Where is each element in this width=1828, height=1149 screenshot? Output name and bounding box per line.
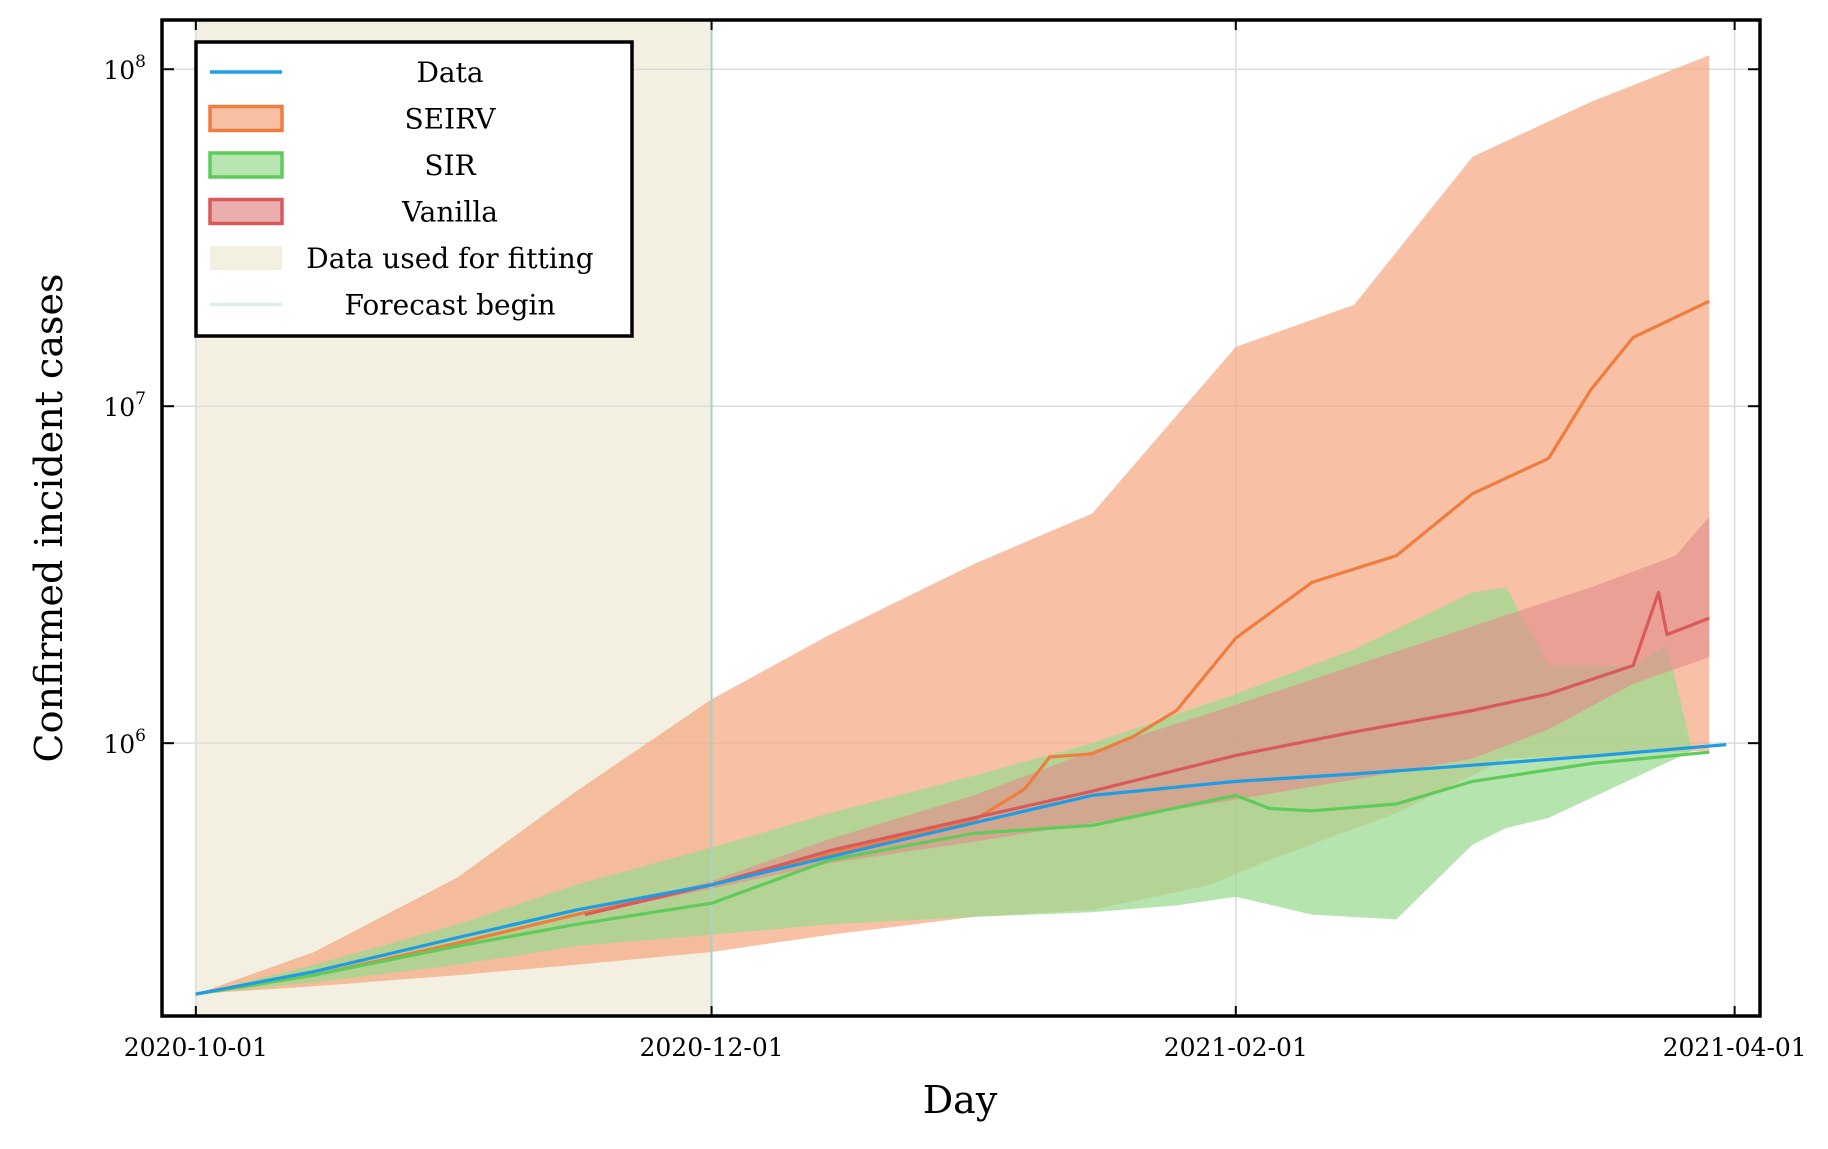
legend-swatch: [208, 104, 284, 133]
y-tick-label: 107: [103, 389, 146, 422]
line-vanilla: [584, 590, 1710, 917]
legend-label: SIR: [424, 149, 476, 182]
y-axis-title: Confirmed incident cases: [27, 274, 71, 763]
line-data: [195, 743, 1727, 996]
legend-label: Forecast begin: [344, 289, 555, 322]
y-tick-label: 108: [103, 52, 146, 85]
legend-swatch: [208, 197, 284, 226]
band-vanilla: [584, 516, 1710, 915]
legend: Data SEIRV SIR Vanilla Data used for fitting…: [194, 40, 634, 338]
line-seirv: [195, 299, 1710, 996]
legend-swatch: [210, 246, 282, 270]
legend-box: [194, 40, 634, 338]
x-tick-label: 2020-10-01: [124, 1033, 268, 1062]
legend-label: SEIRV: [405, 103, 497, 136]
legend-swatch: [208, 151, 284, 179]
x-tick-label: 2021-04-01: [1663, 1033, 1807, 1062]
line-sir: [195, 750, 1710, 996]
y-tick-label: 106: [103, 726, 146, 759]
legend-label: Vanilla: [401, 196, 498, 229]
plot-frame: [160, 18, 1762, 1018]
x-tick-label: 2021-02-01: [1164, 1033, 1308, 1062]
x-tick-label: 2020-12-01: [640, 1033, 784, 1062]
legend-label: Data used for fitting: [306, 242, 593, 275]
x-axis-title: Day: [923, 1078, 998, 1122]
legend-label: Data: [416, 56, 483, 89]
